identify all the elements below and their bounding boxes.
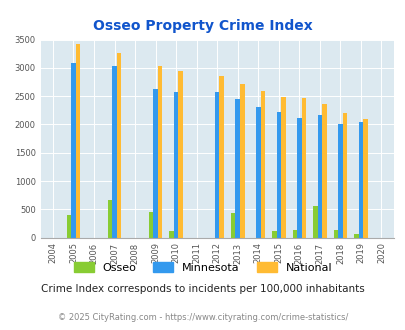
Bar — [317, 115, 321, 238]
Bar — [112, 66, 117, 238]
Bar — [71, 63, 75, 238]
Bar — [230, 213, 235, 238]
Text: Crime Index corresponds to incidents per 100,000 inhabitants: Crime Index corresponds to incidents per… — [41, 284, 364, 294]
Bar — [312, 206, 317, 238]
Bar — [66, 215, 71, 238]
Bar — [239, 84, 244, 238]
Bar — [153, 89, 158, 238]
Bar — [337, 124, 342, 238]
Bar — [276, 112, 280, 238]
Bar — [301, 98, 305, 238]
Bar — [214, 92, 219, 238]
Bar — [333, 230, 337, 238]
Bar — [358, 122, 362, 238]
Bar — [362, 119, 367, 238]
Bar — [296, 118, 301, 238]
Bar — [149, 212, 153, 238]
Text: Osseo Property Crime Index: Osseo Property Crime Index — [93, 19, 312, 33]
Bar — [280, 97, 285, 238]
Text: © 2025 CityRating.com - https://www.cityrating.com/crime-statistics/: © 2025 CityRating.com - https://www.city… — [58, 313, 347, 322]
Bar — [342, 113, 346, 238]
Bar — [117, 53, 121, 238]
Bar — [219, 76, 224, 238]
Bar — [173, 92, 178, 238]
Legend: Osseo, Minnesota, National: Osseo, Minnesota, National — [69, 258, 336, 278]
Bar — [321, 104, 326, 238]
Bar — [158, 66, 162, 238]
Bar — [169, 231, 173, 238]
Bar — [178, 71, 183, 238]
Bar — [235, 99, 239, 238]
Bar — [292, 230, 296, 238]
Bar — [260, 90, 264, 238]
Bar — [353, 234, 358, 238]
Bar — [75, 44, 80, 238]
Bar — [256, 107, 260, 238]
Bar — [107, 200, 112, 238]
Bar — [271, 231, 276, 238]
